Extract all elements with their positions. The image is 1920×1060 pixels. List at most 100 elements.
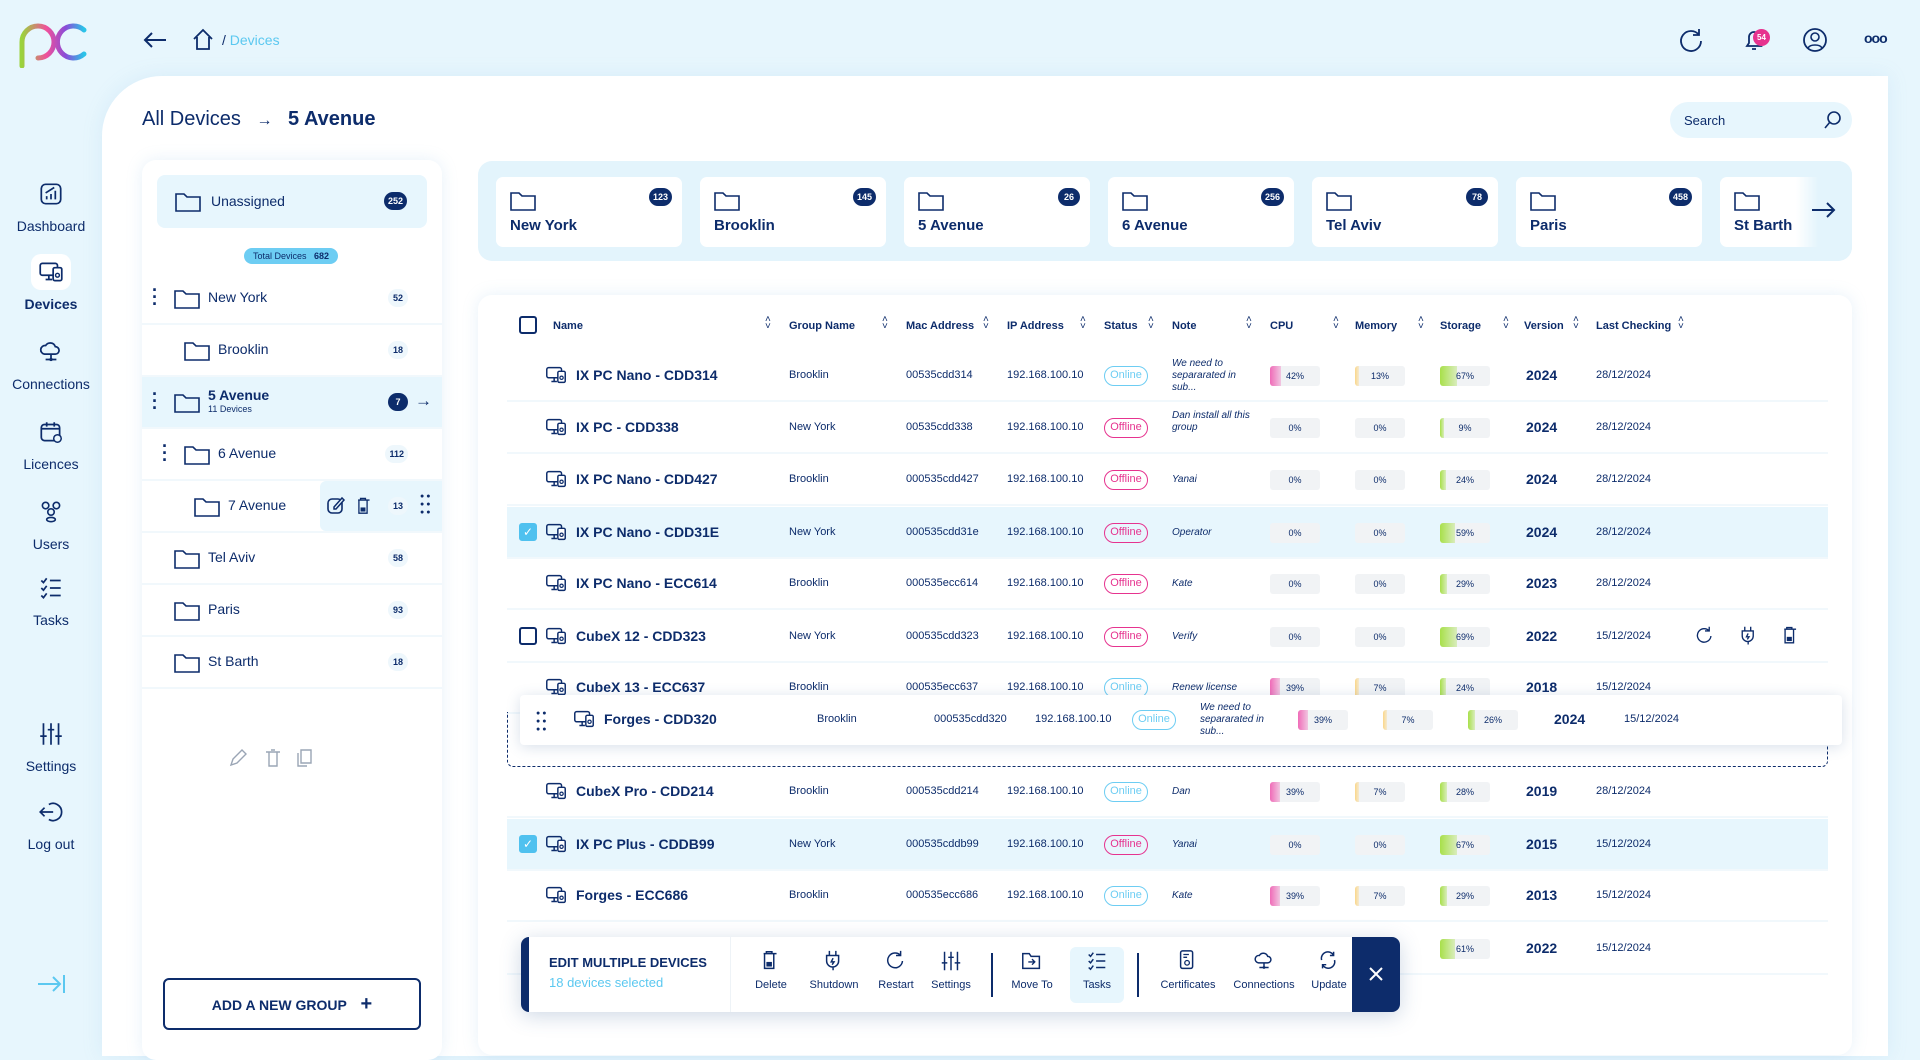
column-header[interactable]: IP Address [1007,320,1064,332]
device-name[interactable]: IX PC Nano - ECC614 [576,575,717,591]
toolbar-delete-button[interactable]: Delete [744,947,798,1003]
column-header[interactable]: Storage [1440,320,1481,332]
group-card[interactable]: New York 123 [496,177,682,247]
row-checkbox[interactable]: ✓ [519,523,537,541]
sidebar-item-connections[interactable]: Connections [0,334,102,392]
table-row[interactable]: IX PC Nano - CDD427 Brooklin 000535cdd427 1… [507,454,1828,506]
toolbar-settings-button[interactable]: Settings [924,947,978,1003]
group-card[interactable]: 5 Avenue 26 [904,177,1090,247]
restart-icon[interactable] [1694,625,1716,647]
shutdown-icon[interactable] [1738,625,1760,647]
sort-icon[interactable]: ˄ ˅ [1418,314,1424,332]
copy-icon[interactable] [296,748,314,768]
toolbar-restart-button[interactable]: Restart [869,947,923,1003]
drag-handle-icon[interactable]: ●● ●● ●● [536,710,549,733]
table-row[interactable]: ✓ IX PC Nano - CDD31E New York 000535cdd31e… [507,507,1828,559]
column-header[interactable]: Status [1104,320,1138,332]
bell-icon[interactable]: 54 [1741,26,1770,54]
add-new-group-button[interactable]: ADD A NEW GROUP + [163,978,421,1030]
select-all-checkbox[interactable] [519,316,537,334]
breadcrumb-devices[interactable]: Devices [229,32,280,48]
device-name[interactable]: Forges - CDD320 [604,711,717,727]
table-row[interactable]: ✓ IX PC Plus - CDDB99 New York 000535cddb99… [507,819,1828,871]
group-row[interactable]: · · · 6 Avenue 112 [142,429,442,481]
trash-icon[interactable] [354,495,372,515]
toolbar-update-button[interactable]: Update [1302,947,1356,1003]
column-header[interactable]: Mac Address [906,320,975,332]
device-name[interactable]: Forges - ECC686 [576,887,689,903]
sidebar-item-users[interactable]: Users [0,494,102,552]
device-name[interactable]: IX PC Nano - CDD427 [576,471,718,487]
sidebar-item-log-out[interactable]: Log out [0,794,102,852]
sort-icon[interactable]: ˄ ˅ [1333,314,1339,332]
drag-handle-icon[interactable]: ●● ●● ●● [420,493,433,516]
group-row[interactable]: · · · 5 Avenue 11 Devices → 7 [142,377,442,429]
group-card[interactable]: Paris 458 [1516,177,1702,247]
group-card[interactable]: Tel Aviv 78 [1312,177,1498,247]
table-row[interactable]: IX PC Nano - ECC614 Brooklin 000535ecc614 1… [507,558,1828,610]
dragged-row[interactable]: ●● ●● ●● Forges - CDD320 Brooklin 000535cdd32… [520,695,1842,745]
sort-icon[interactable]: ˄ ˅ [1503,314,1509,332]
sort-icon[interactable]: ˄ ˅ [983,314,989,332]
sort-icon[interactable]: ˄ ˅ [765,314,771,332]
back-arrow-icon[interactable] [141,26,169,54]
sort-icon[interactable]: ˄ ˅ [1573,314,1579,332]
device-name[interactable]: IX PC Nano - CDD31E [576,524,720,540]
column-header[interactable]: Name [553,320,583,332]
refresh-icon[interactable] [1677,26,1705,54]
column-header[interactable]: Memory [1355,320,1398,332]
user-account-icon[interactable] [1801,26,1829,54]
home-icon[interactable] [191,26,219,54]
group-row[interactable]: · · · New York 52 [142,273,442,325]
sort-icon[interactable]: ˄ ˅ [1678,314,1684,332]
more-options-icon[interactable]: ooo [1864,30,1888,46]
sort-icon[interactable]: ˄ ˅ [1246,314,1252,332]
sort-icon[interactable]: ˄ ˅ [1080,314,1086,332]
table-row[interactable]: IX PC Nano - CDD314 Brooklin 00535cdd314 19… [507,350,1828,402]
device-name[interactable]: IX PC Nano - CDD314 [576,367,718,383]
table-row[interactable]: CubeX 12 - CDD323 New York 000535cdd323 192… [507,611,1828,663]
group-row[interactable]: 7 Avenue ●● ●● ●● 13 [142,481,442,533]
group-row[interactable]: Tel Aviv 58 [142,533,442,585]
expand-sidebar-icon[interactable] [36,974,66,994]
sidebar-item-settings[interactable]: Settings [0,716,102,774]
search-icon[interactable] [1822,110,1842,130]
sidebar-item-tasks[interactable]: Tasks [0,570,102,628]
row-checkbox[interactable]: ✓ [519,835,537,853]
column-header[interactable]: Group Name [789,320,856,332]
column-header[interactable]: Version [1524,320,1564,332]
sidebar-item-dashboard[interactable]: Dashboard [0,176,102,234]
device-name[interactable]: CubeX Pro - CDD214 [576,783,714,799]
group-row[interactable]: Paris 93 [142,585,442,637]
sort-icon[interactable]: ˄ ˅ [882,314,888,332]
toolbar-connections-button[interactable]: Connections [1232,947,1296,1003]
all-devices-link[interactable]: All Devices [142,108,241,130]
kebab-menu-icon[interactable]: · · · [152,280,158,314]
column-header[interactable]: CPU [1270,320,1294,332]
device-name[interactable]: IX PC - CDD338 [576,419,679,435]
sidebar-item-devices[interactable]: Devices [0,254,102,312]
table-row[interactable]: IX PC - CDD338 New York 00535cdd338 192.168… [507,402,1828,454]
kebab-menu-icon[interactable]: · · · [152,384,158,418]
device-name[interactable]: CubeX 12 - CDD323 [576,628,706,644]
edit-pencil-icon[interactable] [228,748,248,768]
kebab-menu-icon[interactable]: · · · [162,436,168,470]
edit-icon[interactable] [326,495,346,515]
row-checkbox[interactable] [519,627,537,645]
table-row[interactable]: CubeX Pro - CDD214 Brooklin 000535cdd214 19… [507,766,1828,818]
device-name[interactable]: CubeX 13 - ECC637 [576,679,706,695]
trash-icon[interactable] [1780,625,1802,647]
group-row[interactable]: St Barth 18 [142,637,442,689]
sort-icon[interactable]: ˄ ˅ [1148,314,1154,332]
group-card[interactable]: Brooklin 145 [700,177,886,247]
toolbar-shutdown-button[interactable]: Shutdown [807,947,861,1003]
search-input[interactable]: Search [1670,102,1852,138]
column-header[interactable]: Last Checking [1596,320,1672,332]
delete-icon[interactable] [264,748,282,768]
close-toolbar-button[interactable] [1352,937,1400,1012]
column-header[interactable]: Note [1172,320,1197,332]
table-row[interactable]: Forges - ECC686 Brooklin 000535ecc686 192.1… [507,870,1828,922]
group-unassigned[interactable]: Unassigned 252 [157,175,427,228]
toolbar-move-to-button[interactable]: Move To [1005,947,1059,1003]
cards-next-button[interactable] [1796,161,1852,261]
